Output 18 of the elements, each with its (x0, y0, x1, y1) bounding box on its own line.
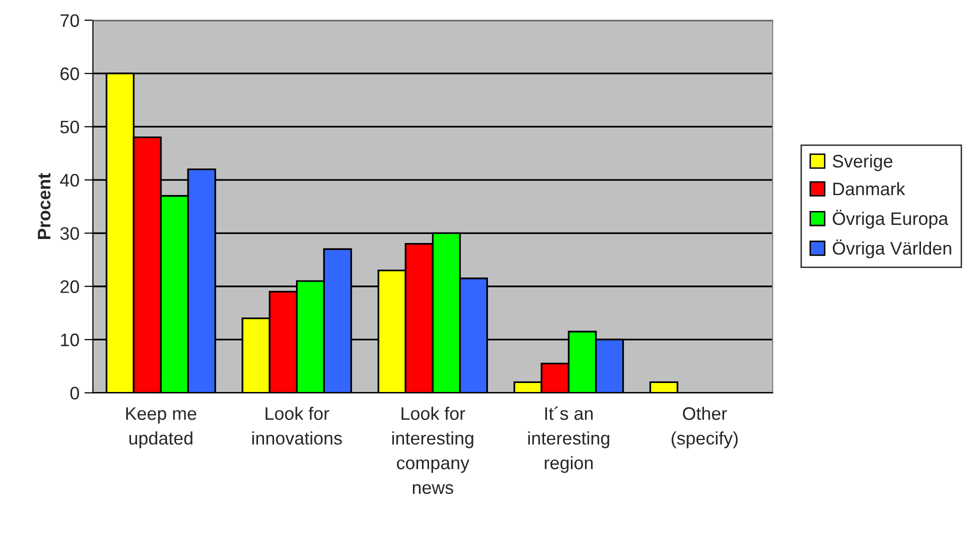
x-tick-label: Look for innovations (252, 406, 342, 445)
x-tick-label: Other (specify) (672, 406, 738, 448)
legend-label: Sverige (832, 154, 892, 172)
legend-label: Övriga Europa (832, 210, 948, 229)
legend-label: Danmark (833, 182, 906, 196)
x-tick-label: It´s an interesting region (528, 406, 610, 473)
y-tick-label: 20 (60, 280, 80, 294)
legend-label: Övriga Världen (832, 239, 952, 258)
y-tick-label: 0 (70, 386, 80, 400)
y-tick-label: 30 (60, 227, 80, 240)
y-tick-label: 60 (60, 67, 80, 80)
y-tick-label: 10 (61, 334, 80, 346)
y-tick-label: 50 (60, 120, 80, 134)
y-tick-label: 70 (60, 14, 80, 27)
x-tick-label: Keep me updated (126, 407, 196, 448)
y-tick-label: 40 (60, 174, 80, 187)
y-axis-title: Procent (38, 173, 51, 239)
x-tick-label: Look for interesting company news (392, 406, 474, 494)
